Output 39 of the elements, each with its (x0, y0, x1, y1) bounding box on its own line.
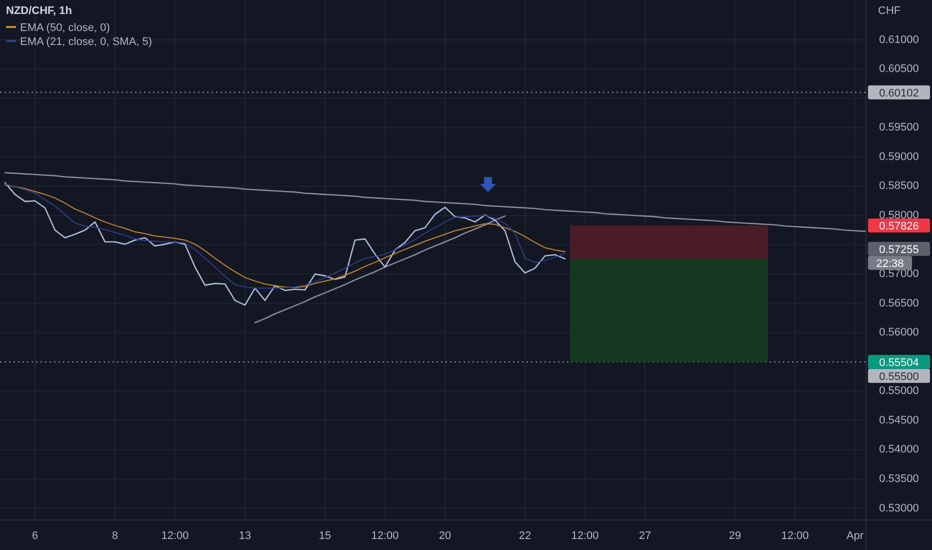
x-tick-label: 29 (728, 530, 742, 542)
legend-label: EMA (50, close, 0) (20, 22, 110, 34)
y-axis-title: CHF (878, 5, 901, 17)
x-tick-label: 12:00 (571, 530, 599, 542)
ref-line-label: 0.55500 (879, 370, 919, 383)
x-tick-label: 27 (638, 530, 652, 542)
y-tick-label: 0.59000 (879, 150, 919, 163)
text: 0.57255 (879, 244, 919, 256)
y-tick-label: 0.57000 (879, 268, 919, 280)
line-series (4, 172, 866, 232)
y-tick-label: 0.56500 (879, 297, 919, 310)
y-tick-label: 0.61000 (879, 34, 919, 46)
y-tick-label: 0.58500 (879, 180, 919, 192)
y-tick-label: 0.56000 (879, 326, 919, 339)
y-tick-label: 0.58000 (879, 209, 919, 222)
x-tick-label: 12:00 (781, 530, 809, 542)
y-tick-label: 0.53500 (879, 473, 919, 486)
y-tick-label: 0.59500 (879, 122, 919, 134)
text: 0.55504 (879, 356, 919, 369)
x-tick-label: 15 (318, 530, 332, 542)
ref-line-label: 0.60102 (879, 87, 919, 100)
x-tick-label: 22 (518, 530, 532, 542)
text: 0.57826 (879, 220, 919, 232)
x-tick-label: 20 (438, 530, 452, 542)
y-tick-label: 0.55000 (879, 385, 919, 398)
chart-title: NZD/CHF, 1h (6, 5, 72, 17)
x-tick-label: Apr (846, 530, 864, 542)
y-tick-label: 0.53000 (879, 502, 919, 514)
text: 22:38 (876, 258, 904, 270)
x-tick-label: 8 (112, 530, 118, 542)
y-tick-label: 0.54000 (879, 444, 919, 456)
y-tick-label: 0.54500 (879, 414, 919, 426)
x-tick-label: 6 (32, 530, 38, 542)
x-tick-label: 12:00 (371, 530, 399, 542)
y-tick-label: 0.60500 (879, 63, 919, 76)
x-tick-label: 13 (238, 530, 252, 542)
line-series (254, 215, 506, 324)
x-tick-label: 12:00 (161, 530, 189, 542)
legend-label: EMA (21, close, 0, SMA, 5) (20, 36, 152, 48)
